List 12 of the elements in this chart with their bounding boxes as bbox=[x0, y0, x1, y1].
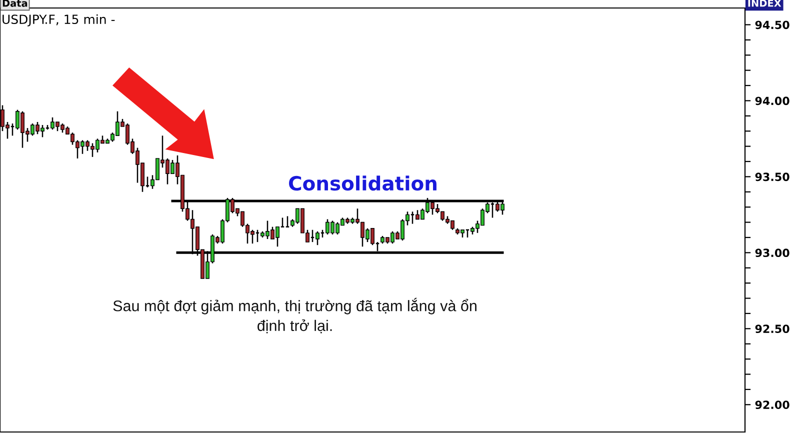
text: Data bbox=[2, 0, 28, 7]
y-tick-label: 92.50 bbox=[755, 324, 790, 334]
y-tick-label: 94.00 bbox=[755, 96, 790, 106]
y-tick-label: 92.00 bbox=[755, 400, 790, 410]
y-tick-label: 94.50 bbox=[755, 20, 790, 30]
y-tick-label: 93.50 bbox=[755, 172, 790, 182]
annotation: Consolidation bbox=[289, 176, 436, 191]
chart-title: USDJPY.F, 15 min - bbox=[2, 14, 115, 26]
candlestick bbox=[285, 216, 290, 228]
annotation: Sau một đợt giảm mạnh, thị trường đã tạm lắng và ổn định trở lại. bbox=[113, 298, 476, 334]
y-tick-label: 93.00 bbox=[755, 248, 790, 258]
y-axis-title: INDEX bbox=[748, 0, 782, 7]
